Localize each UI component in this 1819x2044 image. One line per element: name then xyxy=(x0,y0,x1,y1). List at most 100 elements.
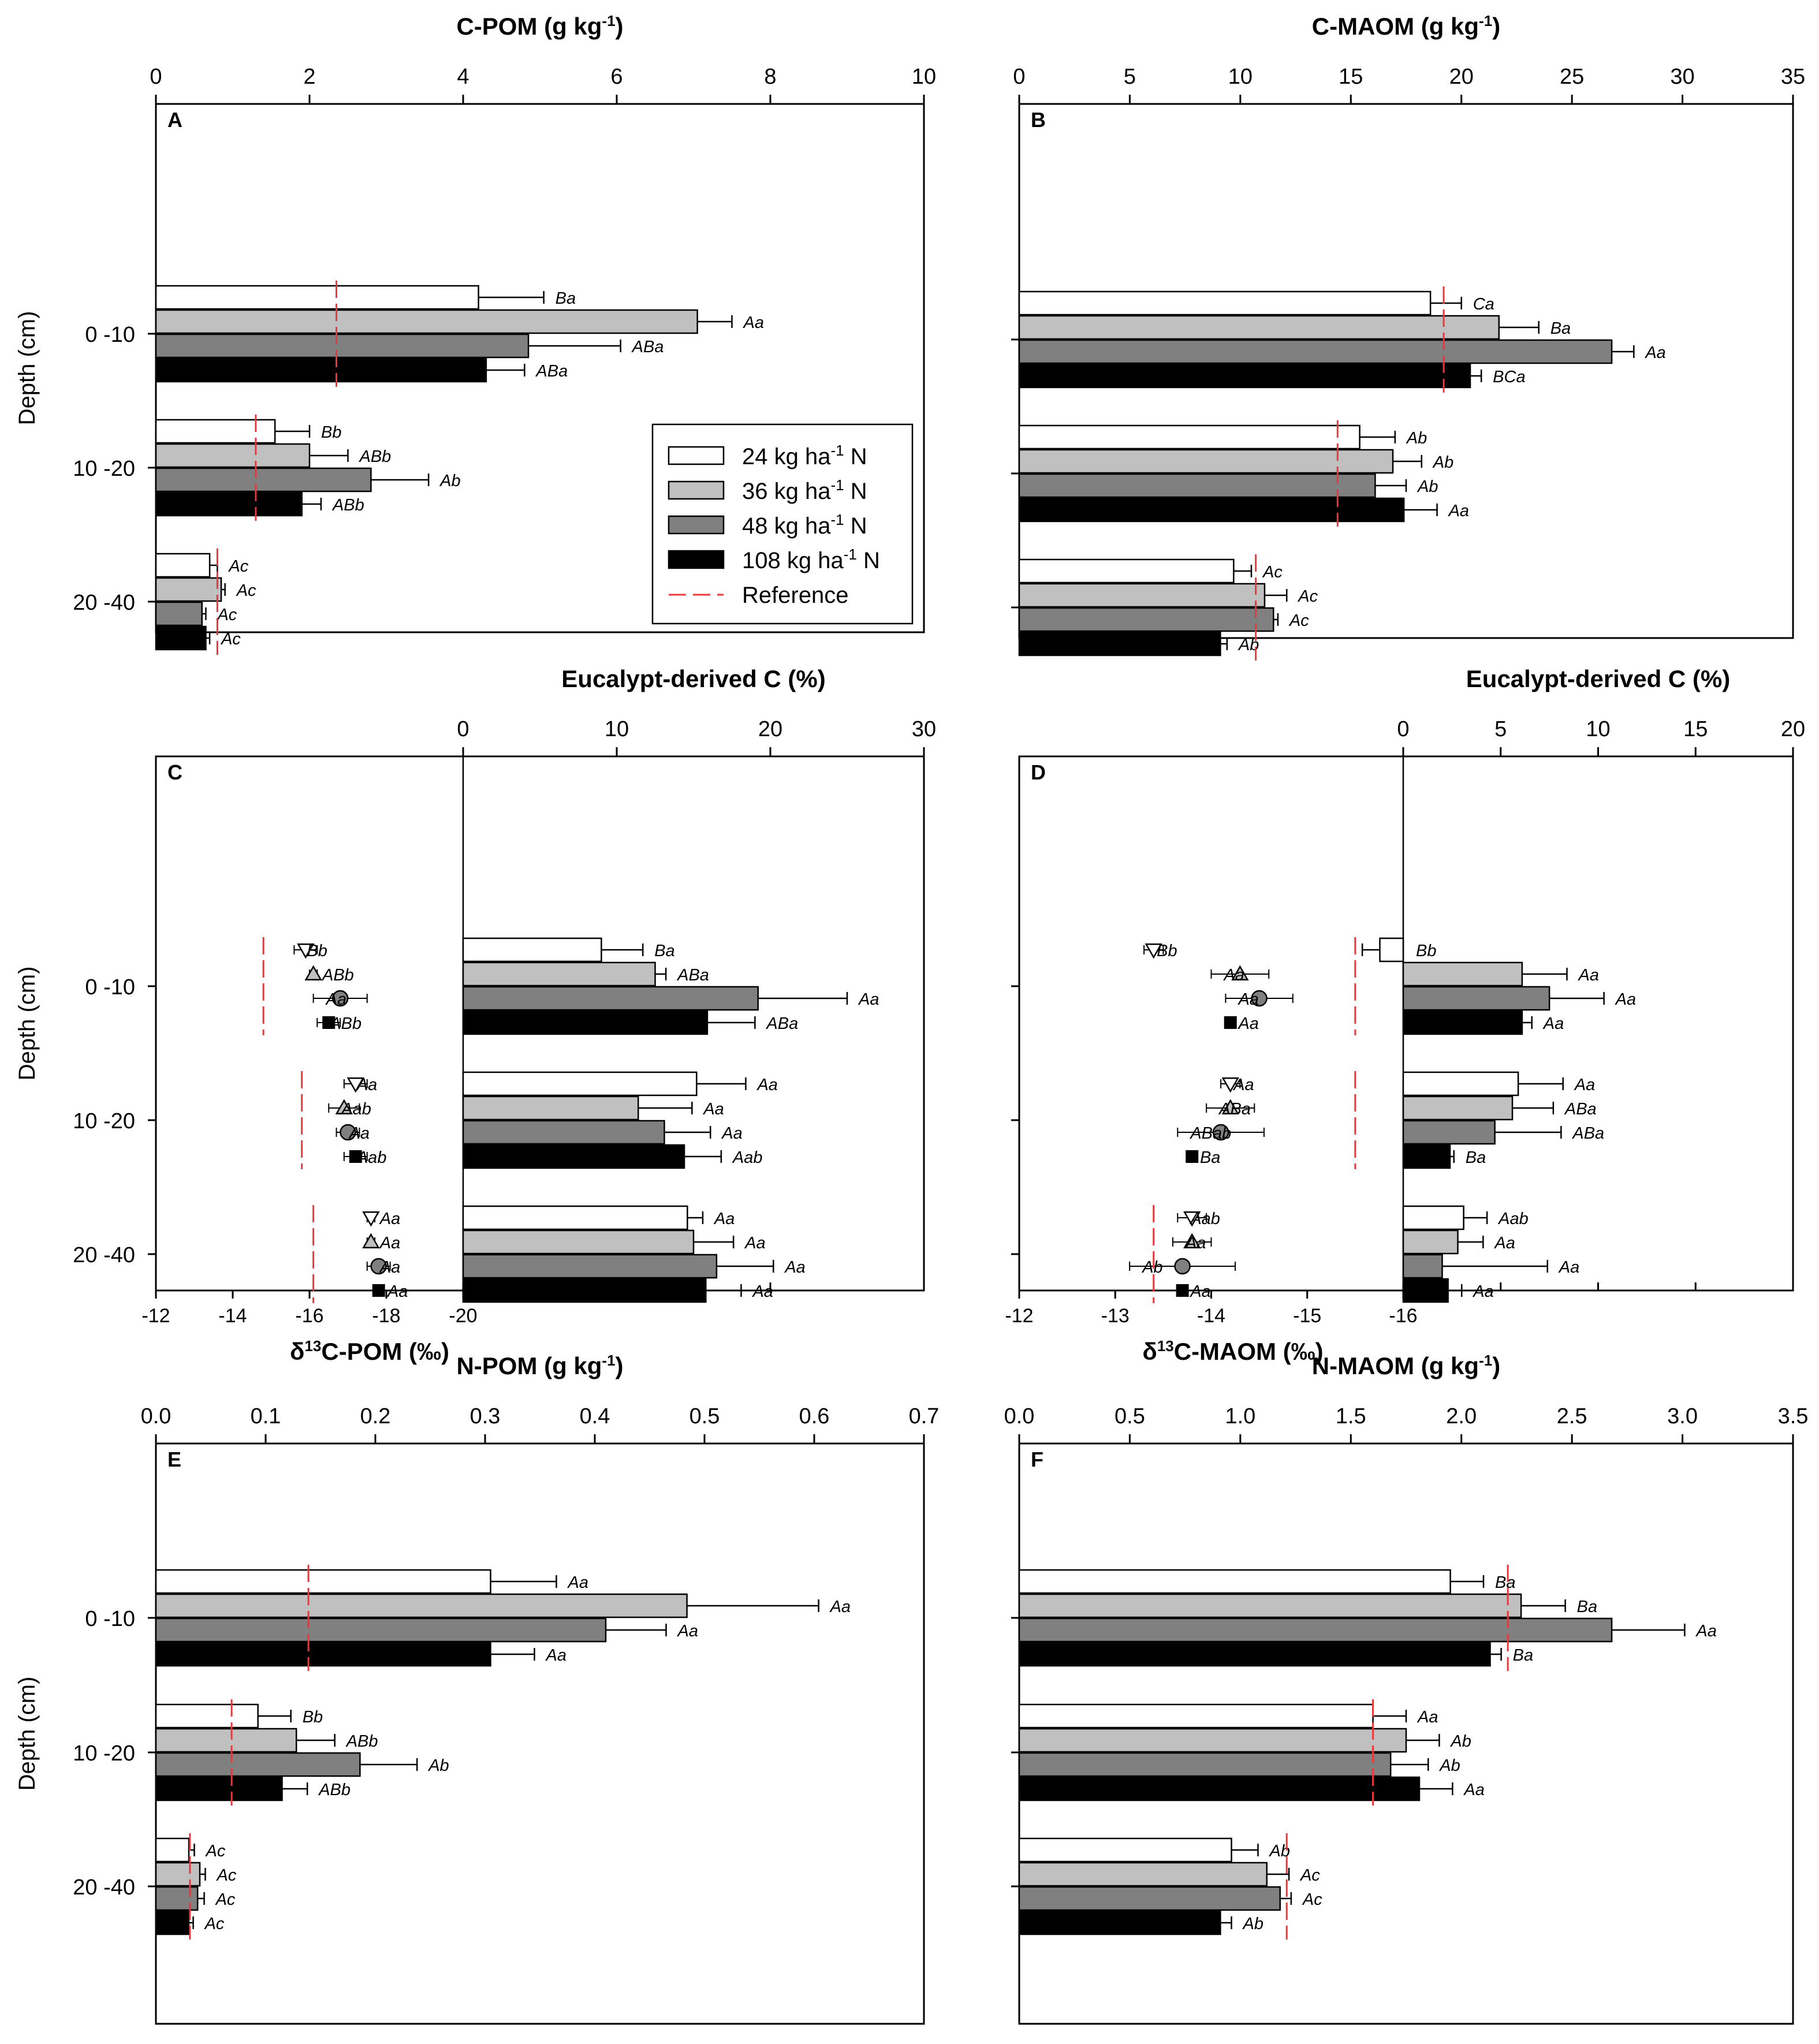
x-tick-label: 10 xyxy=(605,717,629,741)
y-tick-label: 0 -10 xyxy=(85,323,135,347)
bar xyxy=(1018,1886,1281,1911)
panel-label: B xyxy=(1031,108,1046,132)
bar xyxy=(462,1254,718,1279)
bar xyxy=(155,1886,199,1911)
delta-significance-letter: Ab xyxy=(1141,1258,1162,1277)
y-axis xyxy=(1011,1617,1019,1888)
text-part: C-MAOM (‰) xyxy=(1174,1338,1324,1365)
text-part: C-MAOM (g kg xyxy=(1312,13,1479,40)
x-tick-label: 20 xyxy=(1449,65,1474,89)
significance-letter: Aa xyxy=(567,1573,588,1592)
significance-letter: Bb xyxy=(303,1708,323,1726)
text-part: 24 kg ha xyxy=(742,444,831,469)
x-tick-label: 0.5 xyxy=(689,1404,720,1428)
marker-square xyxy=(322,1016,336,1029)
significance-letter: Aa xyxy=(1472,1282,1493,1301)
bar xyxy=(155,419,276,444)
bar xyxy=(1018,315,1500,340)
x-tick-label: 0 xyxy=(1013,65,1025,89)
x-tick-label: 0 xyxy=(1397,717,1409,741)
chart-title: N-POM (g kg-1) xyxy=(456,1352,623,1379)
marker-square xyxy=(1224,1016,1237,1029)
x-axis-top: 0.0 0.5 1.0 1.5 2.0 2.5 3.0 3.5 xyxy=(1004,1404,1808,1444)
bar xyxy=(155,601,203,626)
significance-letter: Aa xyxy=(1644,344,1665,362)
marker-circle xyxy=(1174,1258,1191,1275)
bar xyxy=(462,1071,698,1096)
marker-square xyxy=(372,1284,385,1297)
bar xyxy=(155,1752,361,1777)
significance-letter: Bb xyxy=(321,423,341,442)
significance-letter: Ba xyxy=(1513,1646,1533,1665)
panel-label: E xyxy=(167,1448,181,1471)
significance-letter: Ac xyxy=(216,606,237,624)
y-tick-label: 20 -40 xyxy=(73,1875,135,1900)
superscript: -1 xyxy=(830,476,844,494)
bar xyxy=(462,1144,685,1169)
delta-significance-letter: Bb xyxy=(1157,942,1177,960)
x-tick-label: 20 xyxy=(758,717,782,741)
y-axis-title: Depth (cm) xyxy=(14,311,40,426)
bar xyxy=(155,1776,283,1801)
delta-significance-letter: ABb xyxy=(321,966,354,984)
x-tick-label: 0.7 xyxy=(909,1404,940,1428)
x-tick-label: 1.5 xyxy=(1336,1404,1366,1428)
significance-letter: Aa xyxy=(743,314,764,332)
x-tick-label: 0.5 xyxy=(1114,1404,1145,1428)
x-tick-label: 4 xyxy=(457,65,469,89)
bar xyxy=(1018,1910,1221,1935)
significance-letter: Ac xyxy=(216,1866,237,1885)
text-part: ) xyxy=(1492,13,1500,40)
significance-letter: Ab xyxy=(1242,1915,1263,1933)
significance-letter: Aa xyxy=(1574,1076,1595,1094)
significance-letter: Aa xyxy=(744,1234,765,1252)
panel-E: EN-POM (g kg-1)0.0 0.1 0.2 0.3 0.4 0.5 0.6 0.70… xyxy=(14,1352,940,2025)
marker-circle xyxy=(1251,990,1268,1007)
bar xyxy=(155,1642,491,1667)
bar xyxy=(1402,961,1523,987)
bar xyxy=(462,1010,709,1035)
bar xyxy=(155,1728,297,1753)
x-tick-label: 0.1 xyxy=(251,1404,281,1428)
bar xyxy=(155,1910,190,1935)
bar xyxy=(155,309,698,334)
significance-letter: ABa xyxy=(676,966,709,984)
text-part: N xyxy=(844,479,867,504)
text-part: N-POM (g kg xyxy=(456,1352,602,1379)
significance-letter: Ab xyxy=(1449,1732,1471,1751)
bar xyxy=(1018,1703,1374,1729)
x-tick-label: 15 xyxy=(1339,65,1363,89)
superscript: -1 xyxy=(830,511,844,528)
bar xyxy=(1018,1617,1613,1643)
significance-letter: Ba xyxy=(1577,1598,1597,1616)
bar xyxy=(1018,1862,1268,1887)
bar xyxy=(1402,1120,1496,1145)
text-part: N-MAOM (g kg xyxy=(1312,1352,1479,1379)
x-tick-label: 6 xyxy=(610,65,623,89)
marker-triangle-up xyxy=(1231,965,1249,980)
significance-letter: Ba xyxy=(1495,1573,1515,1592)
significance-letter: Aa xyxy=(756,1076,777,1094)
x-tick-label: 2 xyxy=(303,65,315,89)
superscript: -1 xyxy=(830,442,844,459)
x-tick-label: -16 xyxy=(295,1305,323,1327)
bar xyxy=(155,1617,607,1643)
superscript: 13 xyxy=(1157,1337,1174,1355)
marker-triangle-down xyxy=(297,943,315,959)
significance-letter: Aab xyxy=(1497,1210,1529,1228)
y-tick-label: 20 -40 xyxy=(73,1243,135,1267)
bar xyxy=(1018,1776,1421,1801)
bar xyxy=(1402,1071,1519,1096)
significance-letter: Aa xyxy=(829,1598,851,1616)
marker-circle xyxy=(370,1258,387,1275)
panel-C: C Eucalypt-derived C (%) 0 10 20 30 -12 -14 -16 -… xyxy=(14,665,936,1365)
text-part: 108 kg ha xyxy=(742,548,844,573)
significance-letter: ABb xyxy=(359,447,392,466)
x-tick-label: 2.0 xyxy=(1446,1404,1477,1428)
significance-letter: Ab xyxy=(1417,478,1438,496)
bar xyxy=(155,1703,259,1729)
x-tick-label: 5 xyxy=(1124,65,1136,89)
marker-triangle-down xyxy=(1183,1211,1201,1227)
delta-significance-letter: Aab xyxy=(356,1148,387,1167)
significance-letter: Ab xyxy=(1406,429,1427,447)
